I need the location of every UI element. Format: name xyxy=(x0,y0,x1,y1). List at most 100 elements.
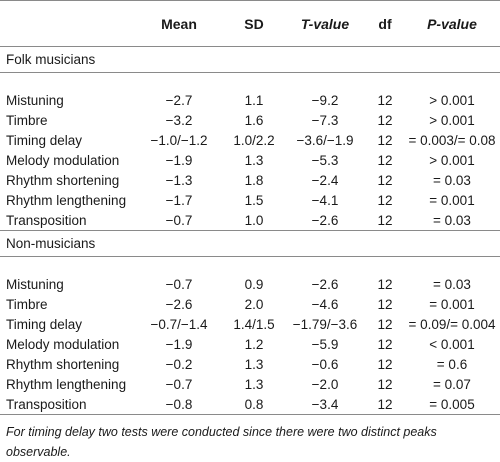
df-cell: 12 xyxy=(366,394,404,415)
mean-cell: −1.9 xyxy=(165,152,193,168)
df-cell: 12 xyxy=(377,132,393,148)
spacer-cell xyxy=(0,73,500,91)
df-cell: 12 xyxy=(377,276,393,292)
sd-cell: 2.0 xyxy=(244,296,264,312)
t-value-cell: −7.3 xyxy=(311,112,339,128)
mean-cell: −2.7 xyxy=(165,92,193,108)
p-value-cell: = 0.001 xyxy=(429,192,475,208)
t-value-cell: −1.79/−3.6 xyxy=(292,316,358,332)
df-cell: 12 xyxy=(377,356,393,372)
table-body: Folk musicians Mistuning −2.7 1.1 −9.2 12 > 0.… xyxy=(0,46,500,415)
mean-cell: −0.8 xyxy=(134,394,224,415)
p-value-cell: > 0.001 xyxy=(429,152,475,168)
table-row: Timbre −2.6 2.0 −4.6 12 = 0.001 xyxy=(0,294,500,314)
group-title: Folk musicians xyxy=(0,46,500,73)
sd-cell: 1.6 xyxy=(244,112,264,128)
sd-cell: 1.5 xyxy=(244,192,264,208)
row-label: Transposition xyxy=(0,210,134,231)
t-value-cell: −0.6 xyxy=(311,356,339,372)
row-label: Rhythm lengthening xyxy=(6,376,127,392)
t-value-cell: −3.6/−1.9 xyxy=(296,132,354,148)
t-value-cell: −2.6 xyxy=(311,276,339,292)
p-value-cell: = 0.001 xyxy=(429,296,475,312)
t-value-cell: −9.2 xyxy=(311,92,339,108)
p-value-cell: > 0.001 xyxy=(429,92,475,108)
p-value-cell: = 0.003/= 0.08 xyxy=(408,132,496,148)
p-value-cell: > 0.001 xyxy=(429,112,475,128)
t-value-cell: −2.4 xyxy=(311,172,339,188)
results-table: Mean SD T-value df P-value Folk musician… xyxy=(0,0,500,415)
table-row: Rhythm shortening −1.3 1.8 −2.4 12 = 0.03 xyxy=(0,170,500,190)
sd-cell: 1.2 xyxy=(244,336,264,352)
df-cell: 12 xyxy=(366,210,404,231)
row-label: Rhythm shortening xyxy=(6,356,120,372)
row-label: Melody modulation xyxy=(6,336,120,352)
row-label: Timing delay xyxy=(6,316,83,332)
table-row: Timing delay −1.0/−1.2 1.0/2.2 −3.6/−1.9 12 =… xyxy=(0,130,500,150)
table-row: Rhythm shortening −0.2 1.3 −0.6 12 = 0.6 xyxy=(0,354,500,374)
mean-cell: −1.3 xyxy=(165,172,193,188)
df-cell: 12 xyxy=(377,336,393,352)
spacer-cell xyxy=(0,257,500,275)
p-value-cell: = 0.6 xyxy=(436,356,468,372)
df-cell: 12 xyxy=(377,376,393,392)
row-label: Mistuning xyxy=(6,276,64,292)
header-mean: Mean xyxy=(134,0,224,47)
mean-cell: −0.7 xyxy=(165,376,193,392)
header-df: df xyxy=(366,0,404,47)
df-cell: 12 xyxy=(377,316,393,332)
t-value-cell: −4.1 xyxy=(311,192,339,208)
sd-cell: 1.8 xyxy=(244,172,264,188)
p-value-cell: = 0.07 xyxy=(433,376,471,392)
table-row: Rhythm lengthening −1.7 1.5 −4.1 12 = 0.001 xyxy=(0,190,500,210)
sd-cell: 0.8 xyxy=(224,394,284,415)
df-cell: 12 xyxy=(377,172,393,188)
p-value-cell: = 0.03 xyxy=(433,172,471,188)
p-value-cell: = 0.03 xyxy=(404,210,500,231)
mean-cell: −0.2 xyxy=(165,356,193,372)
sd-cell: 1.0 xyxy=(224,210,284,231)
row-label: Transposition xyxy=(0,394,134,415)
row-label: Timbre xyxy=(6,296,48,312)
header-blank xyxy=(0,0,134,47)
t-value-cell: −4.6 xyxy=(311,296,339,312)
table-row: Melody modulation −1.9 1.2 −5.9 12 < 0.001 xyxy=(0,334,500,354)
group-header-row: Non-musicians xyxy=(0,230,500,257)
sd-cell: 1.4/1.5 xyxy=(233,316,275,332)
table-row: Melody modulation −1.9 1.3 −5.3 12 > 0.001 xyxy=(0,150,500,170)
t-value-cell: −3.4 xyxy=(284,394,366,415)
sd-cell: 1.1 xyxy=(244,92,264,108)
t-value-cell: −2.6 xyxy=(284,210,366,231)
table-row: Transposition −0.8 0.8 −3.4 12 = 0.005 xyxy=(0,394,500,415)
header-t-value: T-value xyxy=(284,0,366,47)
mean-cell: −2.6 xyxy=(165,296,193,312)
group-spacer xyxy=(0,257,500,275)
p-value-cell: < 0.001 xyxy=(429,336,475,352)
header-sd: SD xyxy=(224,0,284,47)
row-label: Timing delay xyxy=(6,132,83,148)
mean-cell: −0.7/−1.4 xyxy=(150,316,208,332)
row-label: Rhythm shortening xyxy=(6,172,120,188)
row-label: Rhythm lengthening xyxy=(6,192,127,208)
t-value-cell: −5.3 xyxy=(311,152,339,168)
sd-cell: 1.3 xyxy=(244,356,264,372)
table-row: Timbre −3.2 1.6 −7.3 12 > 0.001 xyxy=(0,110,500,130)
df-cell: 12 xyxy=(377,192,393,208)
mean-cell: −0.7 xyxy=(165,276,193,292)
df-cell: 12 xyxy=(377,112,393,128)
table-row: Rhythm lengthening −0.7 1.3 −2.0 12 = 0.07 xyxy=(0,374,500,394)
table-header-row: Mean SD T-value df P-value xyxy=(0,0,500,47)
sd-cell: 1.3 xyxy=(244,152,264,168)
table-row: Mistuning −2.7 1.1 −9.2 12 > 0.001 xyxy=(0,90,500,110)
p-value-cell: = 0.03 xyxy=(433,276,471,292)
group-title: Non-musicians xyxy=(0,230,500,257)
table-row: Mistuning −0.7 0.9 −2.6 12 = 0.03 xyxy=(0,274,500,294)
mean-cell: −1.9 xyxy=(165,336,193,352)
header-p-value: P-value xyxy=(404,0,500,47)
sd-cell: 1.3 xyxy=(244,376,264,392)
row-label: Timbre xyxy=(6,112,48,128)
mean-cell: −1.0/−1.2 xyxy=(150,132,208,148)
t-value-cell: −5.9 xyxy=(311,336,339,352)
table-footnote: For timing delay two tests were conducte… xyxy=(6,425,437,459)
